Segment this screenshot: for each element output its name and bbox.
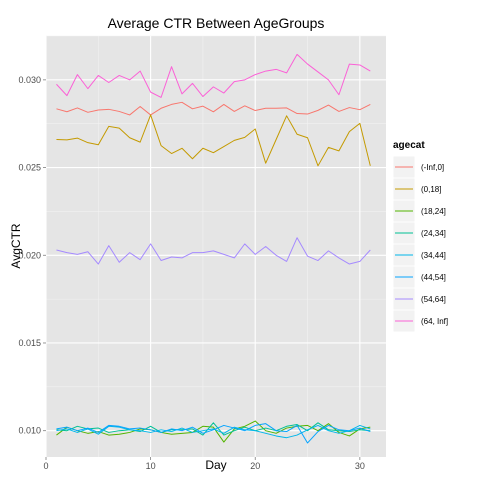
y-tick-label: 0.020	[18, 250, 41, 260]
legend-item: (18,24]	[392, 199, 446, 223]
legend-label: (54,64]	[421, 295, 446, 304]
x-axis: 0 10 20 30	[43, 457, 365, 471]
legend-title: agecat	[393, 140, 425, 151]
plot-panel	[46, 36, 386, 457]
legend-label: (44,54]	[421, 273, 446, 282]
series-lines	[56, 53, 371, 444]
major-gridlines	[45, 36, 386, 457]
series-line	[56, 101, 371, 116]
series-line	[56, 420, 371, 443]
legend-label: (24,34]	[421, 229, 446, 238]
y-tick-label: 0.030	[18, 75, 41, 85]
x-tick-label: 30	[355, 461, 365, 471]
legend-label: (-Inf,0]	[421, 163, 444, 172]
legend-item: (0,18]	[392, 177, 441, 201]
chart-title: Average CTR Between AgeGroups	[108, 15, 325, 31]
x-tick-label: 10	[146, 461, 156, 471]
x-tick-label: 20	[250, 461, 260, 471]
legend: agecat (-Inf,0] (0,18] (18,24] (24,34] (34,4…	[392, 140, 448, 333]
x-axis-title: Day	[205, 458, 226, 472]
legend-label: (64, Inf]	[421, 317, 448, 326]
series-line	[56, 423, 371, 444]
y-axis-title: AvgCTR	[9, 223, 23, 268]
y-tick-label: 0.015	[18, 338, 41, 348]
legend-label: (0,18]	[421, 185, 441, 194]
y-tick-label: 0.010	[18, 426, 41, 436]
legend-label: (18,24]	[421, 207, 446, 216]
legend-item: (24,34]	[392, 221, 446, 245]
legend-items: (-Inf,0] (0,18] (18,24] (24,34] (34,44] (44,5…	[392, 155, 448, 333]
legend-item: (44,54]	[392, 265, 446, 289]
legend-label: (34,44]	[421, 251, 446, 260]
y-axis: 0.010 0.015 0.020 0.025 0.030	[18, 75, 46, 436]
series-line	[56, 422, 371, 436]
y-tick-label: 0.025	[18, 163, 41, 173]
series-line	[56, 114, 371, 167]
legend-item: (64, Inf]	[392, 309, 448, 333]
series-line	[56, 237, 371, 265]
series-line	[56, 53, 371, 98]
series-line	[56, 424, 371, 439]
x-tick-label: 0	[43, 461, 48, 471]
